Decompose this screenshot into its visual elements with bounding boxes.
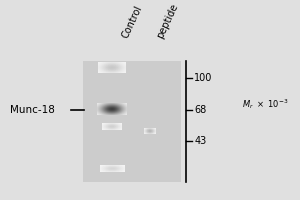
- Text: 43: 43: [194, 136, 207, 146]
- Text: 68: 68: [194, 105, 207, 115]
- Text: 100: 100: [194, 73, 213, 83]
- Bar: [82, 61, 181, 182]
- Text: Control: Control: [120, 4, 144, 40]
- Text: $M_r\ \times\ 10^{-3}$: $M_r\ \times\ 10^{-3}$: [242, 98, 289, 111]
- Text: Munc-18: Munc-18: [10, 105, 55, 115]
- Text: peptide: peptide: [155, 2, 180, 40]
